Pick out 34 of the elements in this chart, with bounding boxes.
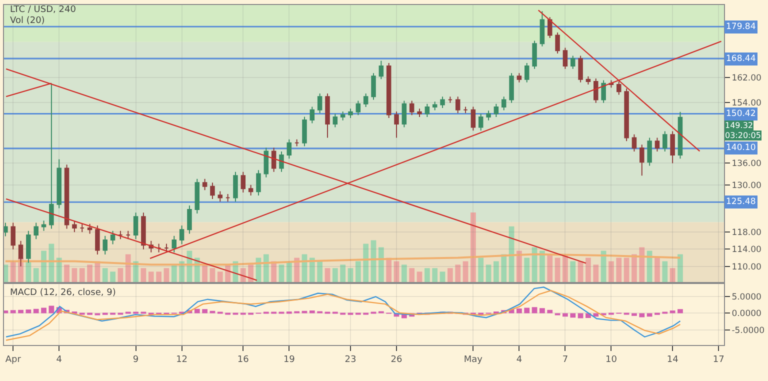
x-tick-label: 7 xyxy=(562,354,568,365)
ref-line-label: 168.44 xyxy=(726,54,756,64)
y-tick-label: 0.0000 xyxy=(732,309,762,320)
x-tick-label: 10 xyxy=(605,354,618,365)
y-tick-label: 136.00 xyxy=(732,158,762,169)
ref-line-label: 125.48 xyxy=(726,197,756,207)
x-tick-label: 26 xyxy=(390,354,403,365)
x-tick-label: 23 xyxy=(344,354,356,365)
ref-line-label: 150.42 xyxy=(726,109,756,119)
x-tick-label: 16 xyxy=(237,354,250,365)
y-tick-label: -5.0000 xyxy=(732,326,765,336)
x-tick-label: 4 xyxy=(516,354,522,365)
y-tick-label: 154.00 xyxy=(732,98,762,108)
text: MACD (12, 26, close, 9) xyxy=(10,288,116,298)
text: 149.32 xyxy=(725,121,753,130)
x-tick-label: Apr xyxy=(5,354,22,365)
x-tick-label: 19 xyxy=(283,354,296,365)
x-tick-label: 17 xyxy=(712,354,724,365)
chart-title: Vol (20) xyxy=(10,16,45,26)
ref-line-label: 140.10 xyxy=(726,143,756,153)
y-tick-label: 130.00 xyxy=(732,180,762,191)
x-tick-label: 4 xyxy=(56,354,62,365)
x-tick-label: May xyxy=(464,354,484,365)
y-tick-label: 110.00 xyxy=(732,262,762,272)
y-tick-label: 114.00 xyxy=(732,244,762,255)
chart-title: LTC / USD, 240 xyxy=(10,5,76,15)
y-tick-label: 118.00 xyxy=(732,228,762,238)
x-tick-label: 14 xyxy=(666,354,679,365)
y-tick-label: 5.0000 xyxy=(732,292,762,302)
y-tick-label: 162.00 xyxy=(732,74,762,84)
ref-line-label: 179.84 xyxy=(726,22,756,32)
text: 03:20:05 xyxy=(725,131,761,140)
x-tick-label: 9 xyxy=(132,354,139,365)
x-tick-label: 12 xyxy=(176,354,188,365)
